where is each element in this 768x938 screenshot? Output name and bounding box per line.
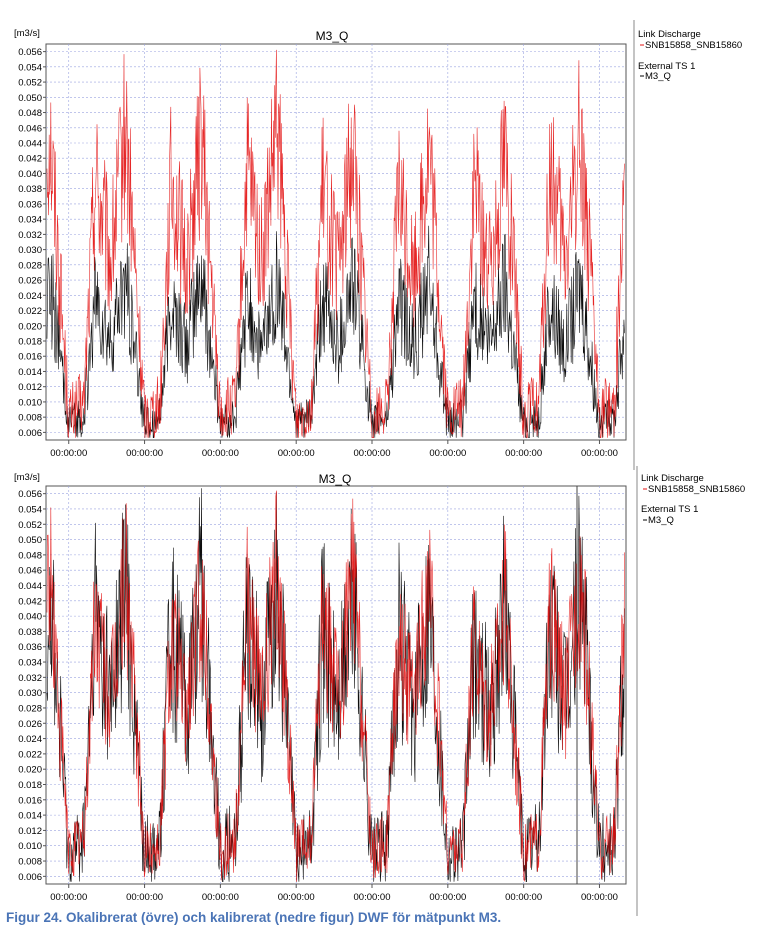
y-tick-label: 0.036: [18, 642, 42, 653]
legend-entry-snb15858-snb15860: SNB15858_SNB15860: [645, 40, 742, 51]
legend: Link Discharge SNB15858_SNB15860 Externa…: [641, 473, 745, 526]
y-tick-label: 0.032: [18, 230, 42, 241]
y-tick-label: 0.016: [18, 795, 42, 806]
y-tick-label: 0.026: [18, 276, 42, 287]
y-tick-label: 0.024: [18, 291, 42, 302]
series-line-snb15858-snb15860: [46, 49, 625, 439]
y-tick-label: 0.054: [18, 62, 42, 73]
legend-group-link-discharge: Link Discharge: [641, 473, 704, 484]
y-tick-label: 0.010: [18, 841, 42, 852]
y-tick-label: 0.052: [18, 78, 42, 89]
x-tick-label: 00:00:00: [429, 892, 466, 903]
y-tick-label: 0.014: [18, 367, 42, 378]
x-tick-label: 00:00:00: [126, 892, 163, 903]
y-tick-label: 0.014: [18, 811, 42, 822]
y-tick-label: 0.030: [18, 688, 42, 699]
x-tick-label: 00:00:00: [581, 892, 618, 903]
legend-group-external-ts: External TS 1: [641, 504, 698, 515]
y-tick-label: 0.048: [18, 550, 42, 561]
y-tick-label: 0.036: [18, 199, 42, 210]
y-tick-label: 0.050: [18, 535, 42, 546]
y-tick-label: 0.042: [18, 596, 42, 607]
x-tick-label: 00:00:00: [278, 448, 315, 459]
y-tick-label: 0.048: [18, 108, 42, 119]
y-tick-label: 0.038: [18, 184, 42, 195]
legend: Link Discharge SNB15858_SNB15860 Externa…: [638, 29, 742, 82]
x-tick-label: 00:00:00: [505, 448, 542, 459]
y-tick-label: 0.026: [18, 719, 42, 730]
y-tick-label: 0.046: [18, 566, 42, 577]
y-tick-label: 0.034: [18, 658, 42, 669]
y-tick-label: 0.046: [18, 123, 42, 134]
x-tick-label: 00:00:00: [202, 892, 239, 903]
chart-calibrated: M3_Q [m3/s] Link Discharge SNB15858_SNB1…: [14, 466, 745, 916]
y-tick-label: 0.028: [18, 260, 42, 271]
y-tick-label: 0.022: [18, 749, 42, 760]
chart-uncalibrated: M3_Q [m3/s] Link Discharge SNB15858_SNB1…: [14, 20, 742, 470]
y-tick-label: 0.050: [18, 93, 42, 104]
y-tick-label: 0.008: [18, 413, 42, 424]
y-tick-label: 0.018: [18, 337, 42, 348]
y-tick-label: 0.028: [18, 703, 42, 714]
x-tick-label: 00:00:00: [50, 892, 87, 903]
y-axis-unit-label: [m3/s]: [14, 28, 40, 39]
y-tick-label: 0.016: [18, 352, 42, 363]
plot-area: 0.006 0.008 0.010 0.012 0.014 0.016 0.018 0.020…: [18, 20, 635, 470]
x-tick-label: 00:00:00: [50, 448, 87, 459]
y-tick-label: 0.044: [18, 139, 42, 150]
y-tick-label: 0.022: [18, 306, 42, 317]
y-tick-label: 0.012: [18, 382, 42, 393]
y-tick-label: 0.042: [18, 154, 42, 165]
y-tick-label: 0.006: [18, 428, 42, 439]
legend-group-link-discharge: Link Discharge: [638, 29, 701, 40]
legend-entry-m3-q: M3_Q: [648, 515, 674, 526]
series-line-m3-q: [46, 225, 625, 439]
y-tick-label: 0.020: [18, 321, 42, 332]
chart-title: M3_Q: [319, 472, 352, 486]
y-tick-label: 0.052: [18, 520, 42, 531]
y-tick-label: 0.024: [18, 734, 42, 745]
y-tick-label: 0.032: [18, 673, 42, 684]
x-tick-label: 00:00:00: [581, 448, 618, 459]
figure-caption: Figur 24. Okalibrerat (övre) och kalibre…: [6, 910, 502, 925]
y-tick-label: 0.030: [18, 245, 42, 256]
x-tick-label: 00:00:00: [202, 448, 239, 459]
series-line-snb15858-snb15860: [46, 490, 625, 882]
y-tick-label: 0.010: [18, 397, 42, 408]
y-tick-label: 0.040: [18, 169, 42, 180]
x-tick-label: 00:00:00: [354, 448, 391, 459]
y-tick-label: 0.054: [18, 504, 42, 515]
legend-group-external-ts: External TS 1: [638, 61, 695, 72]
y-tick-label: 0.056: [18, 47, 42, 58]
legend-entry-snb15858-snb15860: SNB15858_SNB15860: [648, 484, 745, 495]
y-tick-label: 0.040: [18, 612, 42, 623]
x-tick-label: 00:00:00: [429, 448, 466, 459]
y-tick-label: 0.018: [18, 780, 42, 791]
chart-panel-calibrated: M3_Q [m3/s] Link Discharge SNB15858_SNB1…: [0, 466, 768, 916]
y-tick-label: 0.034: [18, 215, 42, 226]
x-tick-label: 00:00:00: [505, 892, 542, 903]
legend-entry-m3-q: M3_Q: [645, 71, 671, 82]
chart-title: M3_Q: [316, 29, 349, 43]
x-tick-label: 00:00:00: [126, 448, 163, 459]
y-tick-label: 0.008: [18, 857, 42, 868]
y-tick-label: 0.020: [18, 765, 42, 776]
plot-area: 0.006 0.008 0.010 0.012 0.014 0.016 0.018 0.020…: [18, 466, 638, 916]
chart-panel-uncalibrated: M3_Q [m3/s] Link Discharge SNB15858_SNB1…: [0, 20, 768, 470]
series-line-m3-q: [46, 488, 625, 883]
x-tick-label: 00:00:00: [354, 892, 391, 903]
y-tick-label: 0.044: [18, 581, 42, 592]
y-tick-label: 0.012: [18, 826, 42, 837]
x-tick-label: 00:00:00: [278, 892, 315, 903]
y-tick-label: 0.006: [18, 872, 42, 883]
y-axis-unit-label: [m3/s]: [14, 472, 40, 483]
y-tick-label: 0.038: [18, 627, 42, 638]
y-tick-label: 0.056: [18, 489, 42, 500]
